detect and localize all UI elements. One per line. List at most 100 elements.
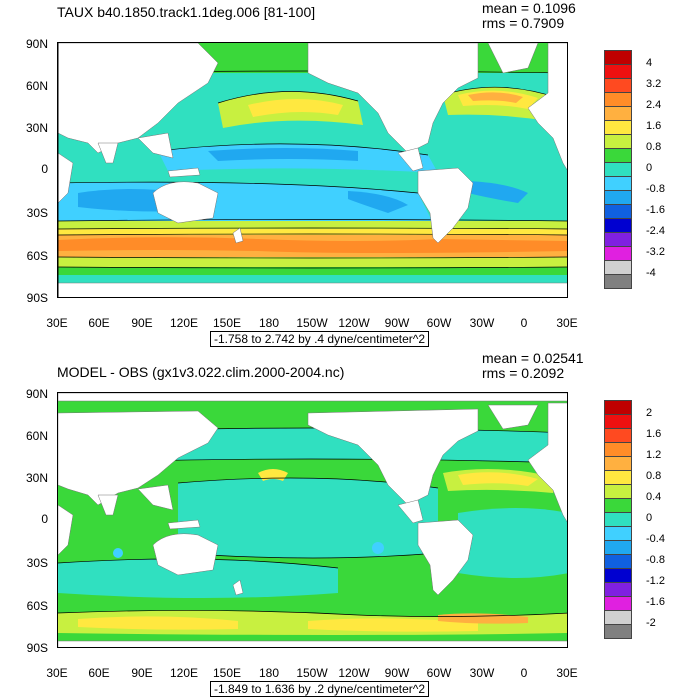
legend-swatch xyxy=(604,78,632,93)
lat-label-60n: 60N xyxy=(25,79,48,93)
lat-label-90n: 90N xyxy=(25,37,48,51)
legend-label: 0 xyxy=(646,162,653,174)
legend-swatch xyxy=(604,218,632,233)
legend-swatch xyxy=(604,596,632,611)
lon-label: 30E xyxy=(556,666,578,680)
lat-label-60n: 60N xyxy=(25,429,48,443)
legend-swatch xyxy=(604,106,632,121)
rms-value: rms = 0.7909 xyxy=(482,15,565,31)
lat-label-90s: 90S xyxy=(26,291,48,305)
map-panel-top: TAUX b40.1850.track1.1deg.006 [81-100] m… xyxy=(25,0,665,347)
color-legend xyxy=(604,50,632,289)
legend-swatch xyxy=(604,624,632,639)
lat-label-30n: 30N xyxy=(25,121,48,135)
contour-map xyxy=(58,393,567,647)
lat-label-30s: 30S xyxy=(26,556,48,570)
legend-label: -1.6 xyxy=(646,204,665,216)
legend-label: -3.2 xyxy=(646,246,665,258)
legend-label: -2 xyxy=(646,617,656,629)
legend-swatch xyxy=(604,498,632,513)
mean-value: mean = 0.02541 xyxy=(482,350,584,366)
lon-label: 0 xyxy=(520,666,528,680)
panel-title: TAUX b40.1850.track1.1deg.006 [81-100] xyxy=(57,4,316,20)
lon-label: 30W xyxy=(469,666,495,680)
legend-label: 3.2 xyxy=(646,78,662,90)
legend-swatch xyxy=(604,456,632,471)
legend-swatch xyxy=(604,512,632,527)
lon-label: 150E xyxy=(212,666,242,680)
legend-swatch xyxy=(604,470,632,485)
legend-label: 1.6 xyxy=(646,428,662,440)
legend-label: 0 xyxy=(646,512,653,524)
lon-label: 60W xyxy=(426,666,452,680)
lon-label: 120W xyxy=(338,316,370,330)
legend-swatch xyxy=(604,610,632,625)
legend-swatch xyxy=(604,176,632,191)
legend-swatch xyxy=(604,540,632,555)
legend-swatch xyxy=(604,204,632,219)
legend-swatch xyxy=(604,428,632,443)
lon-label: 120W xyxy=(338,666,370,680)
legend-swatch xyxy=(604,414,632,429)
lat-label-30s: 30S xyxy=(26,206,48,220)
legend-swatch xyxy=(604,260,632,275)
legend-label: -4 xyxy=(646,267,656,279)
contour-info-box: -1.849 to 1.636 by .2 dyne/centimeter^2 xyxy=(210,681,430,697)
legend-label: 1.6 xyxy=(646,120,662,132)
map-frame xyxy=(57,42,568,298)
legend-swatch xyxy=(604,526,632,541)
lon-label: 90W xyxy=(384,666,410,680)
legend-label: -1.2 xyxy=(646,575,665,587)
lat-label-90n: 90N xyxy=(25,387,48,401)
legend-swatch xyxy=(604,274,632,289)
lon-label: 60E xyxy=(88,666,110,680)
lon-label: 90E xyxy=(131,316,153,330)
contour-info-box: -1.758 to 2.742 by .4 dyne/centimeter^2 xyxy=(210,331,430,347)
rms-value: rms = 0.2092 xyxy=(482,365,565,381)
lat-label-60s: 60S xyxy=(26,249,48,263)
panel-title: MODEL - OBS (gx1v3.022.clim.2000-2004.nc… xyxy=(57,364,345,380)
legend-swatch xyxy=(604,442,632,457)
lon-label: 30E xyxy=(46,316,68,330)
legend-swatch xyxy=(604,400,632,415)
lat-label-30n: 30N xyxy=(25,471,48,485)
mean-value: mean = 0.1096 xyxy=(482,0,576,16)
legend-swatch xyxy=(604,148,632,163)
legend-swatch xyxy=(604,120,632,135)
legend-swatch xyxy=(604,134,632,149)
lat-label-90s: 90S xyxy=(26,641,48,655)
legend-label: 0.8 xyxy=(646,470,662,482)
legend-label: -0.4 xyxy=(646,533,665,545)
legend-swatch xyxy=(604,232,632,247)
lon-label: 30E xyxy=(46,666,68,680)
lon-label: 180 xyxy=(258,316,280,330)
legend-label: 2 xyxy=(646,407,653,419)
legend-swatch xyxy=(604,554,632,569)
lon-label: 120E xyxy=(169,316,199,330)
lon-label: 90W xyxy=(384,316,410,330)
legend-label: 0.4 xyxy=(646,491,662,503)
map-frame xyxy=(57,392,568,648)
legend-label: 2.4 xyxy=(646,99,662,111)
legend-swatch xyxy=(604,190,632,205)
lon-label: 180 xyxy=(258,666,280,680)
lon-label: 30E xyxy=(556,316,578,330)
color-legend xyxy=(604,400,632,639)
legend-swatch xyxy=(604,162,632,177)
lon-label: 30W xyxy=(469,316,495,330)
lat-label-60s: 60S xyxy=(26,599,48,613)
legend-label: -1.6 xyxy=(646,596,665,608)
lon-label: 0 xyxy=(520,316,528,330)
legend-label: 4 xyxy=(646,57,653,69)
legend-label: 1.2 xyxy=(646,449,662,461)
lat-label-eq: 0 xyxy=(41,162,48,176)
lon-label: 60E xyxy=(88,316,110,330)
legend-swatch xyxy=(604,568,632,583)
lon-label: 150W xyxy=(296,666,328,680)
legend-swatch xyxy=(604,484,632,499)
legend-swatch xyxy=(604,582,632,597)
legend-swatch xyxy=(604,246,632,261)
lon-label: 120E xyxy=(169,666,199,680)
legend-label: -0.8 xyxy=(646,183,665,195)
lon-label: 90E xyxy=(131,666,153,680)
